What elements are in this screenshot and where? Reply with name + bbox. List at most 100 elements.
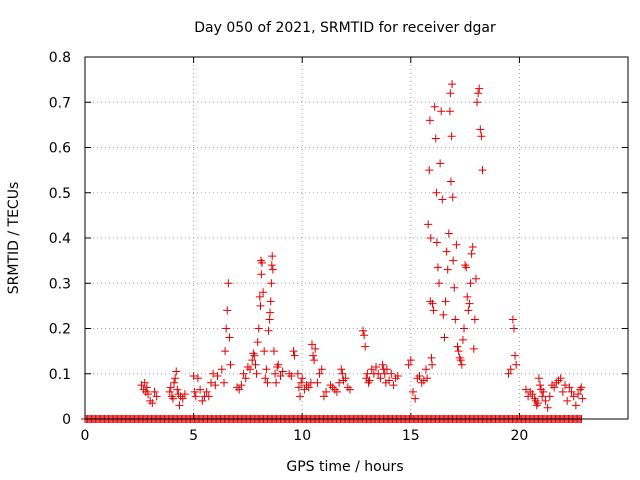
data-point	[462, 263, 471, 272]
data-point	[547, 381, 556, 390]
data-point	[268, 252, 277, 261]
data-point	[536, 381, 545, 390]
y-axis-label: SRMTID / TECUs	[6, 182, 22, 295]
data-point	[464, 306, 473, 315]
y-tick-label: 0.7	[49, 95, 71, 111]
data-point	[376, 374, 385, 383]
y-tick-label: 0.3	[49, 276, 71, 292]
data-point	[441, 297, 450, 306]
y-tick-label: 0	[62, 412, 71, 428]
data-point	[274, 360, 283, 369]
data-point	[263, 378, 272, 387]
data-point	[445, 107, 454, 116]
data-point	[326, 381, 335, 390]
data-point	[511, 351, 520, 360]
data-point	[180, 390, 189, 399]
data-point	[509, 324, 518, 333]
data-point	[432, 188, 441, 197]
y-tick-label: 0.5	[49, 186, 71, 202]
data-point	[476, 125, 485, 134]
data-point	[252, 369, 261, 378]
data-point	[273, 362, 282, 371]
data-point	[451, 315, 460, 324]
data-point	[425, 166, 434, 175]
data-point	[239, 369, 248, 378]
data-point	[143, 390, 152, 399]
x-tick-label: 0	[81, 428, 90, 444]
data-point	[328, 383, 337, 392]
data-point	[265, 315, 274, 324]
data-point	[538, 392, 547, 401]
data-point	[209, 369, 218, 378]
data-point	[473, 98, 482, 107]
data-point	[432, 238, 441, 247]
data-point	[140, 378, 149, 387]
data-point	[224, 279, 233, 288]
data-point	[541, 396, 550, 405]
data-point	[471, 274, 480, 283]
data-point	[360, 331, 369, 340]
data-point	[461, 261, 470, 270]
data-point	[173, 385, 182, 394]
data-point	[449, 256, 458, 265]
x-tick-label: 5	[189, 428, 198, 444]
data-point	[313, 378, 322, 387]
data-point	[287, 372, 296, 381]
data-point	[302, 381, 311, 390]
data-point	[235, 385, 244, 394]
data-point	[297, 378, 306, 387]
data-point	[452, 240, 461, 249]
data-point	[417, 378, 426, 387]
data-point	[463, 292, 472, 301]
data-point	[545, 392, 554, 401]
data-point	[364, 378, 373, 387]
data-point	[278, 367, 287, 376]
data-point	[512, 360, 521, 369]
data-point	[300, 385, 309, 394]
data-point	[171, 374, 180, 383]
data-point	[322, 387, 331, 396]
data-point	[296, 392, 305, 401]
data-point	[565, 383, 574, 392]
plot-frame	[84, 56, 629, 420]
data-point	[554, 376, 563, 385]
data-point	[556, 374, 565, 383]
data-point	[474, 89, 483, 98]
data-point	[276, 372, 285, 381]
data-point	[266, 308, 275, 317]
data-point	[267, 261, 276, 270]
data-point	[446, 177, 455, 186]
x-tick-label: 15	[402, 428, 420, 444]
data-point	[578, 394, 587, 403]
x-axis-label: GPS time / hours	[286, 459, 403, 475]
data-point	[524, 392, 533, 401]
y-tick-label: 0.2	[49, 322, 71, 338]
axis-ticks: 0 5 10 15 20 0 0.1 0.2 0.3 0.4 0.5 0.6 0.7 0.8	[49, 50, 628, 444]
data-point	[298, 374, 307, 383]
data-point	[543, 403, 552, 412]
data-point	[467, 249, 476, 258]
data-point	[426, 297, 435, 306]
y-tick-label: 0.6	[49, 141, 71, 157]
data-point	[382, 365, 391, 374]
data-point	[423, 374, 432, 383]
data-point	[465, 299, 474, 308]
data-point	[225, 333, 234, 342]
data-point	[367, 365, 376, 374]
data-point	[311, 344, 320, 353]
data-point	[256, 256, 265, 265]
data-point	[332, 387, 341, 396]
data-point	[428, 360, 437, 369]
data-point	[272, 378, 281, 387]
data-point	[439, 310, 448, 319]
data-point	[569, 392, 578, 401]
data-point	[319, 392, 328, 401]
data-point	[475, 84, 484, 93]
data-point	[387, 369, 396, 378]
data-point	[508, 315, 517, 324]
data-point	[221, 347, 230, 356]
data-point	[438, 195, 447, 204]
data-point	[425, 116, 434, 125]
data-point	[469, 344, 478, 353]
data-point	[266, 297, 275, 306]
